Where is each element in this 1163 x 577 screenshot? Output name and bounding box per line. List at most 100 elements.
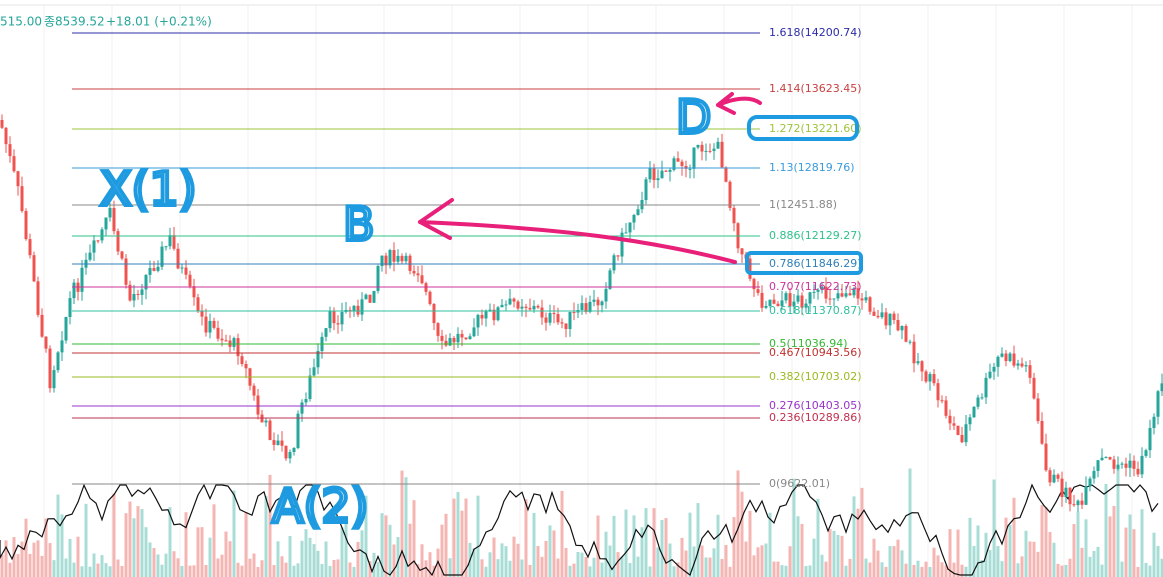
volume-bar xyxy=(1004,517,1008,577)
candle xyxy=(372,290,376,303)
volume-bar xyxy=(1108,516,1112,577)
candle xyxy=(1068,487,1072,505)
candle xyxy=(904,325,908,342)
candle xyxy=(1092,470,1096,479)
candle xyxy=(1036,398,1040,422)
volume-bar xyxy=(256,566,260,577)
candle xyxy=(948,415,952,424)
candle xyxy=(1032,377,1036,399)
volume-bar xyxy=(144,527,148,577)
volume-bar xyxy=(532,512,536,577)
volume-bar xyxy=(948,529,952,577)
volume-bar xyxy=(1112,505,1116,577)
candle xyxy=(368,294,372,303)
candle xyxy=(664,170,668,172)
fib-label: 0(9622.01) xyxy=(769,477,830,490)
candle xyxy=(580,303,584,310)
volume-bar xyxy=(920,566,924,577)
candle xyxy=(336,323,340,325)
candle xyxy=(912,341,916,364)
volume-bar xyxy=(508,560,512,577)
candle xyxy=(832,298,836,300)
candle xyxy=(1112,459,1116,469)
candle xyxy=(872,311,876,316)
volume-bar xyxy=(968,517,972,577)
candle xyxy=(628,222,632,233)
volume-bar xyxy=(832,530,836,577)
volume-bar xyxy=(1148,565,1152,577)
candle xyxy=(900,325,904,331)
candle xyxy=(4,127,8,145)
volume-bar xyxy=(760,545,764,577)
volume-bar xyxy=(992,479,996,577)
candle xyxy=(184,267,188,275)
candle xyxy=(528,307,532,310)
volume-bar xyxy=(416,564,420,577)
candle xyxy=(340,311,344,325)
volume-bar xyxy=(908,468,912,577)
volume-bar xyxy=(364,495,368,577)
candle xyxy=(48,348,52,389)
volume-bar xyxy=(292,565,296,577)
fib-label: 1.618(14200.74) xyxy=(769,26,862,39)
candle xyxy=(20,186,24,211)
candle xyxy=(452,337,456,343)
candle xyxy=(268,420,272,441)
candle xyxy=(1152,416,1156,429)
candle xyxy=(520,306,524,309)
candle xyxy=(456,333,460,343)
candle xyxy=(756,289,760,293)
candle xyxy=(232,338,236,347)
candle xyxy=(1008,353,1012,362)
volume-bar xyxy=(584,556,588,577)
candle xyxy=(108,207,112,218)
volume-bar xyxy=(1080,547,1084,577)
volume-bar xyxy=(1096,546,1100,577)
candle xyxy=(156,266,160,271)
volume-bar xyxy=(820,554,824,577)
candle xyxy=(312,367,316,376)
candle xyxy=(828,298,832,300)
volume-bar xyxy=(36,540,40,577)
candle xyxy=(608,270,612,289)
candle xyxy=(468,336,472,340)
candle xyxy=(224,340,228,342)
volume-bar xyxy=(560,490,564,577)
candle xyxy=(824,286,828,299)
candle xyxy=(1076,500,1080,506)
volume-bar xyxy=(996,546,1000,577)
candle xyxy=(672,158,676,170)
candle xyxy=(380,255,384,266)
volume-bar xyxy=(52,560,56,577)
candle xyxy=(908,341,912,343)
volume-bar xyxy=(644,508,648,577)
candle xyxy=(964,424,968,443)
volume-bar xyxy=(1040,505,1044,577)
volume-bar xyxy=(960,564,964,577)
volume-bar xyxy=(696,503,700,577)
candle xyxy=(820,286,824,290)
candle xyxy=(688,168,692,170)
volume-bar xyxy=(728,566,732,577)
volume-bar xyxy=(676,562,680,577)
volume-bar xyxy=(300,540,304,577)
volume-bar xyxy=(844,565,848,577)
volume-bar xyxy=(220,554,224,577)
volume-bar xyxy=(804,566,808,577)
volume-bar xyxy=(836,534,840,577)
candle xyxy=(92,240,96,253)
candle xyxy=(436,323,440,336)
volume-bar xyxy=(1104,483,1108,577)
candle xyxy=(148,268,152,275)
candle xyxy=(1108,457,1112,460)
candle xyxy=(700,144,704,152)
volume-bar xyxy=(512,536,516,577)
volume-bar xyxy=(724,545,728,577)
candle xyxy=(888,313,892,326)
volume-bar xyxy=(884,566,888,577)
candle xyxy=(1012,353,1016,366)
volume-bar xyxy=(564,547,568,577)
volume-bar xyxy=(900,550,904,577)
volume-bar xyxy=(184,512,188,577)
candle xyxy=(480,314,484,319)
